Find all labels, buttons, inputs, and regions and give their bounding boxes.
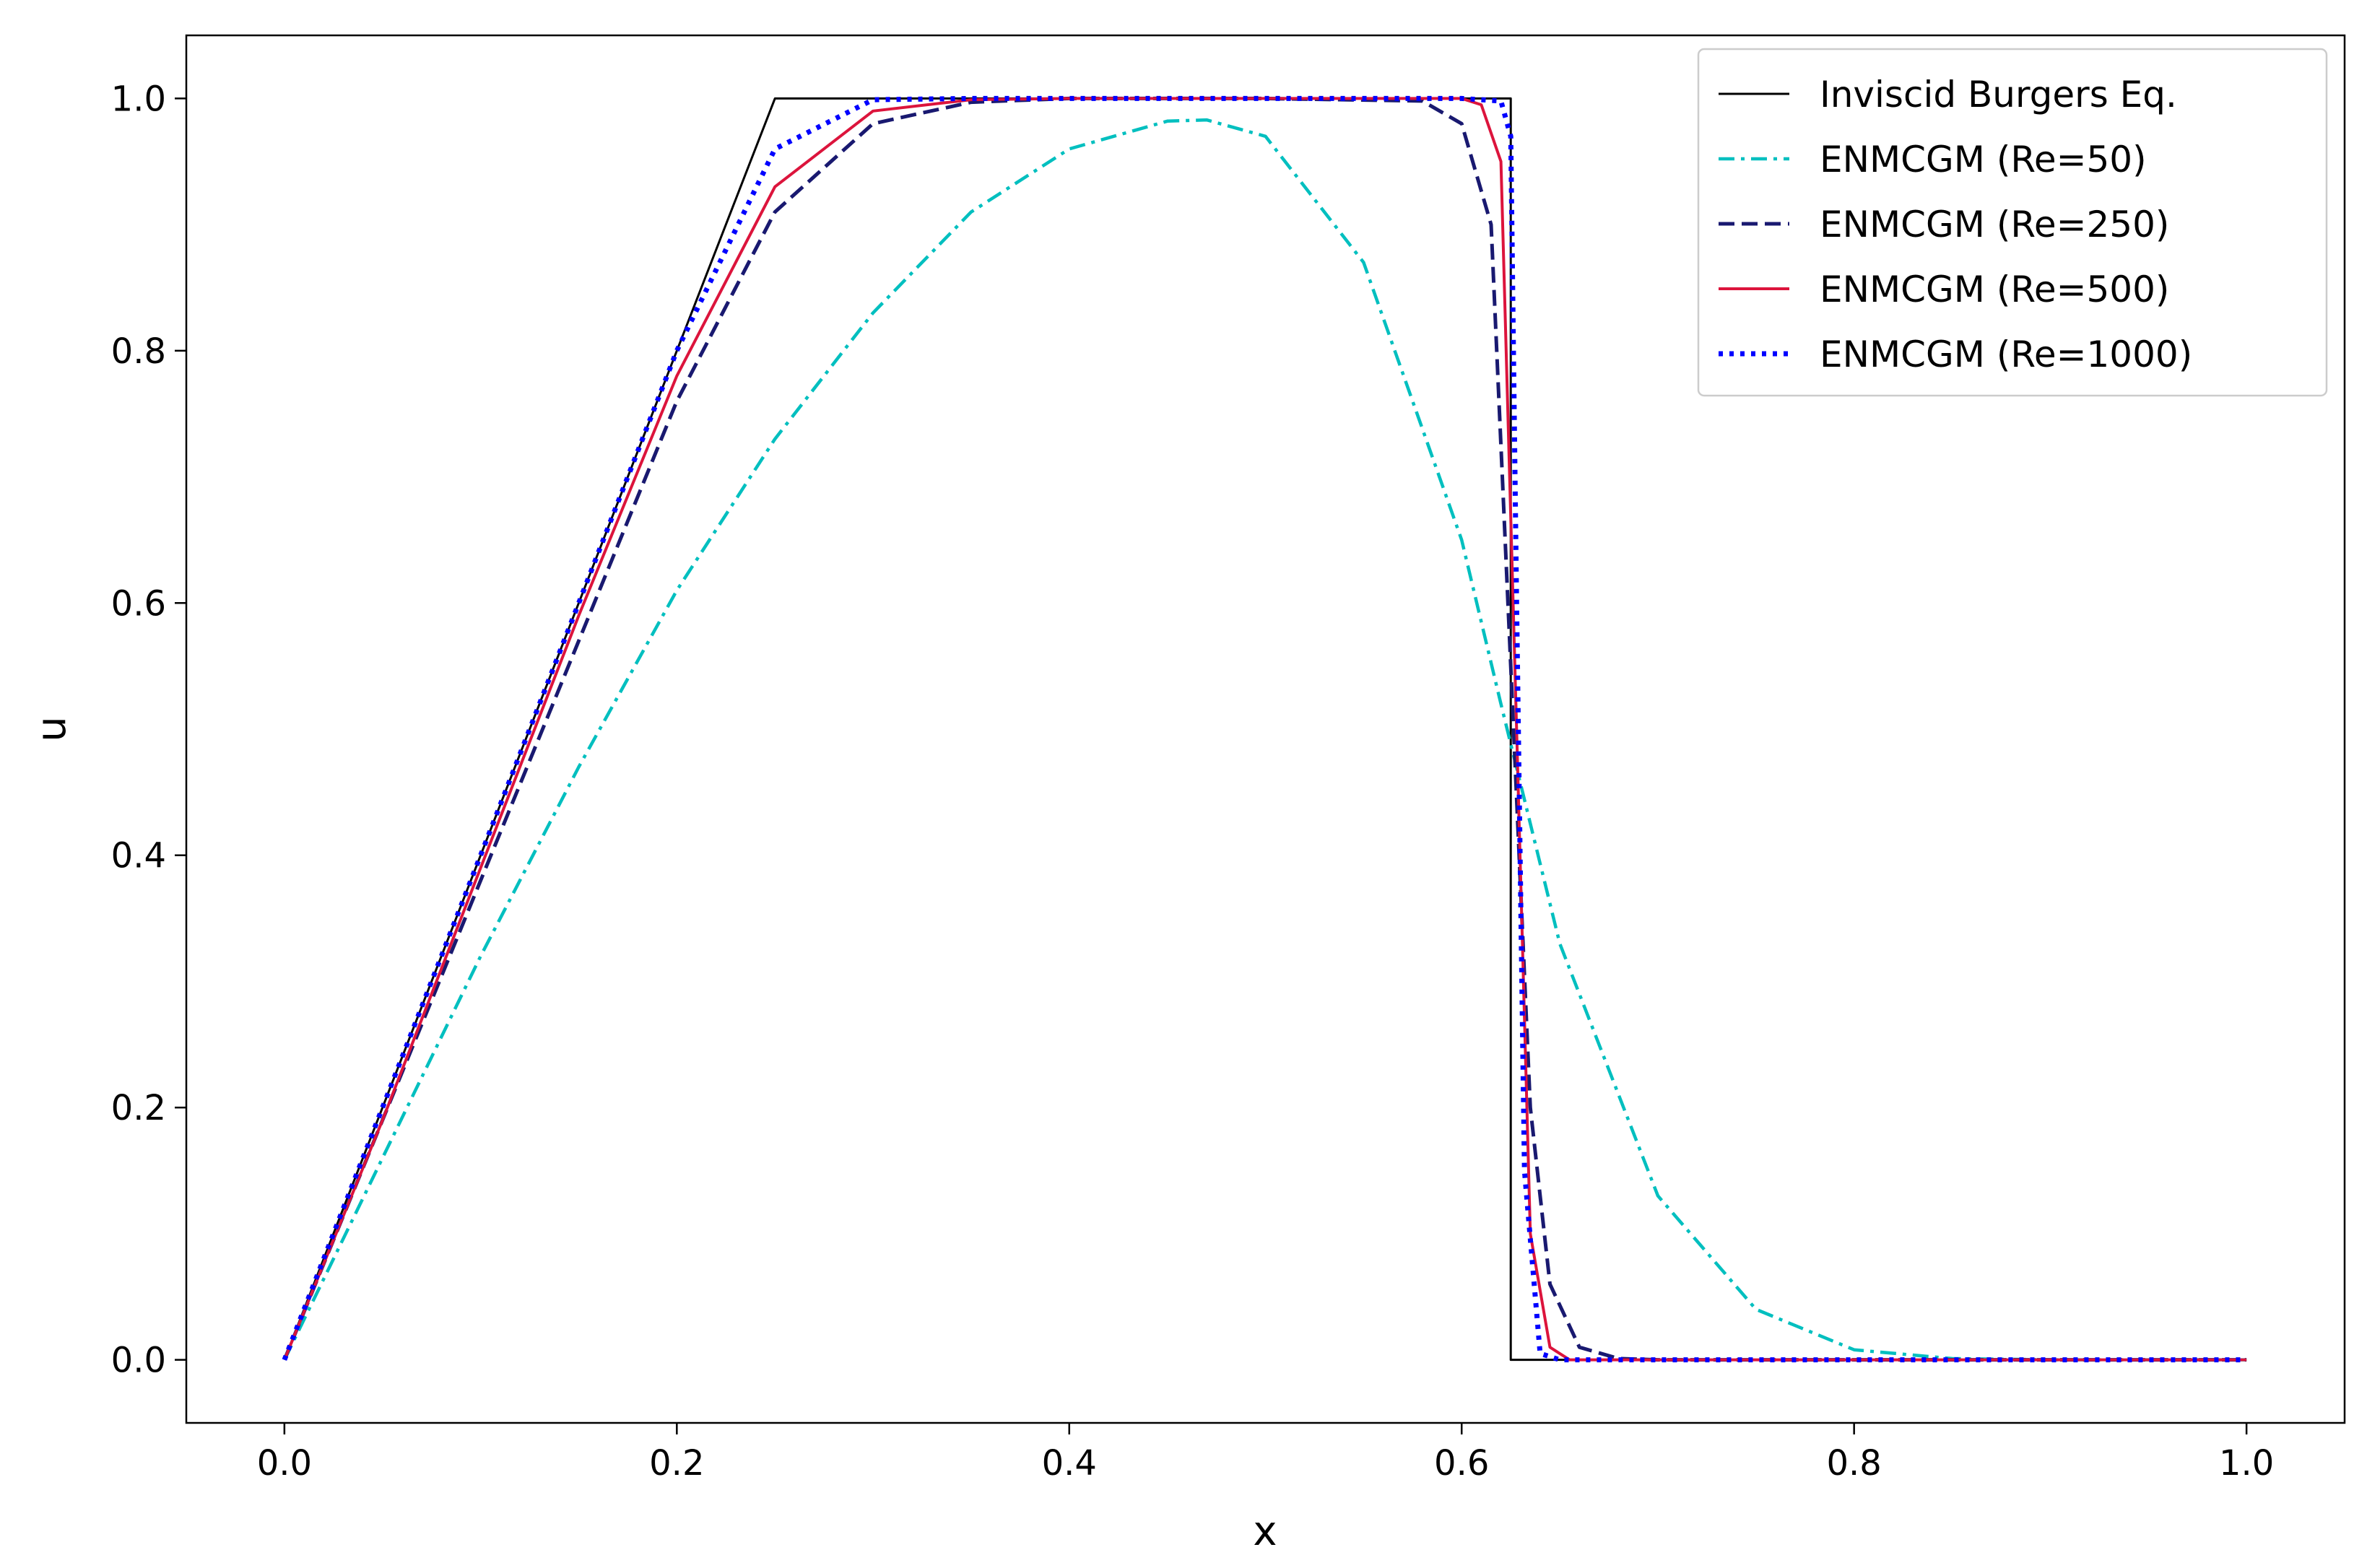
series-group <box>282 95 2247 1363</box>
y-tick-label: 0.0 <box>111 1341 166 1381</box>
legend: Inviscid Burgers Eq. ENMCGM (Re=50) ENMCGM… <box>1697 48 2328 397</box>
x-tick-label: 0.4 <box>1042 1443 1097 1484</box>
x-axis-label: x <box>1253 1508 1277 1555</box>
legend-label-1: ENMCGM (Re=50) <box>1820 139 2147 180</box>
legend-label-3: ENMCGM (Re=500) <box>1820 269 2169 310</box>
legend-box <box>1697 48 2328 397</box>
series-line-4 <box>282 95 2247 1363</box>
series-line-1 <box>282 118 2247 1362</box>
x-tick-label: 0.2 <box>649 1443 704 1484</box>
y-tick-label: 0.2 <box>111 1088 166 1128</box>
y-axis: 0.0 0.2 0.4 0.6 0.8 1.0 <box>111 79 186 1381</box>
plot-frame <box>185 34 2346 1424</box>
y-tick-label: 1.0 <box>111 79 166 119</box>
x-axis: 0.0 0.2 0.4 0.6 0.8 1.0 <box>257 1423 2274 1484</box>
legend-label-2: ENMCGM (Re=250) <box>1820 204 2169 245</box>
x-tick-label: 0.8 <box>1827 1443 1882 1484</box>
legend-label-0: Inviscid Burgers Eq. <box>1820 74 2177 116</box>
x-tick-label: 0.6 <box>1434 1443 1489 1484</box>
y-axis-label: u <box>28 716 75 742</box>
x-tick-label: 0.0 <box>257 1443 312 1484</box>
x-tick-label: 1.0 <box>2219 1443 2274 1484</box>
y-tick-label: 0.4 <box>111 836 166 876</box>
legend-label-4: ENMCGM (Re=1000) <box>1820 334 2192 375</box>
y-tick-label: 0.8 <box>111 331 166 372</box>
y-tick-label: 0.6 <box>111 583 166 624</box>
